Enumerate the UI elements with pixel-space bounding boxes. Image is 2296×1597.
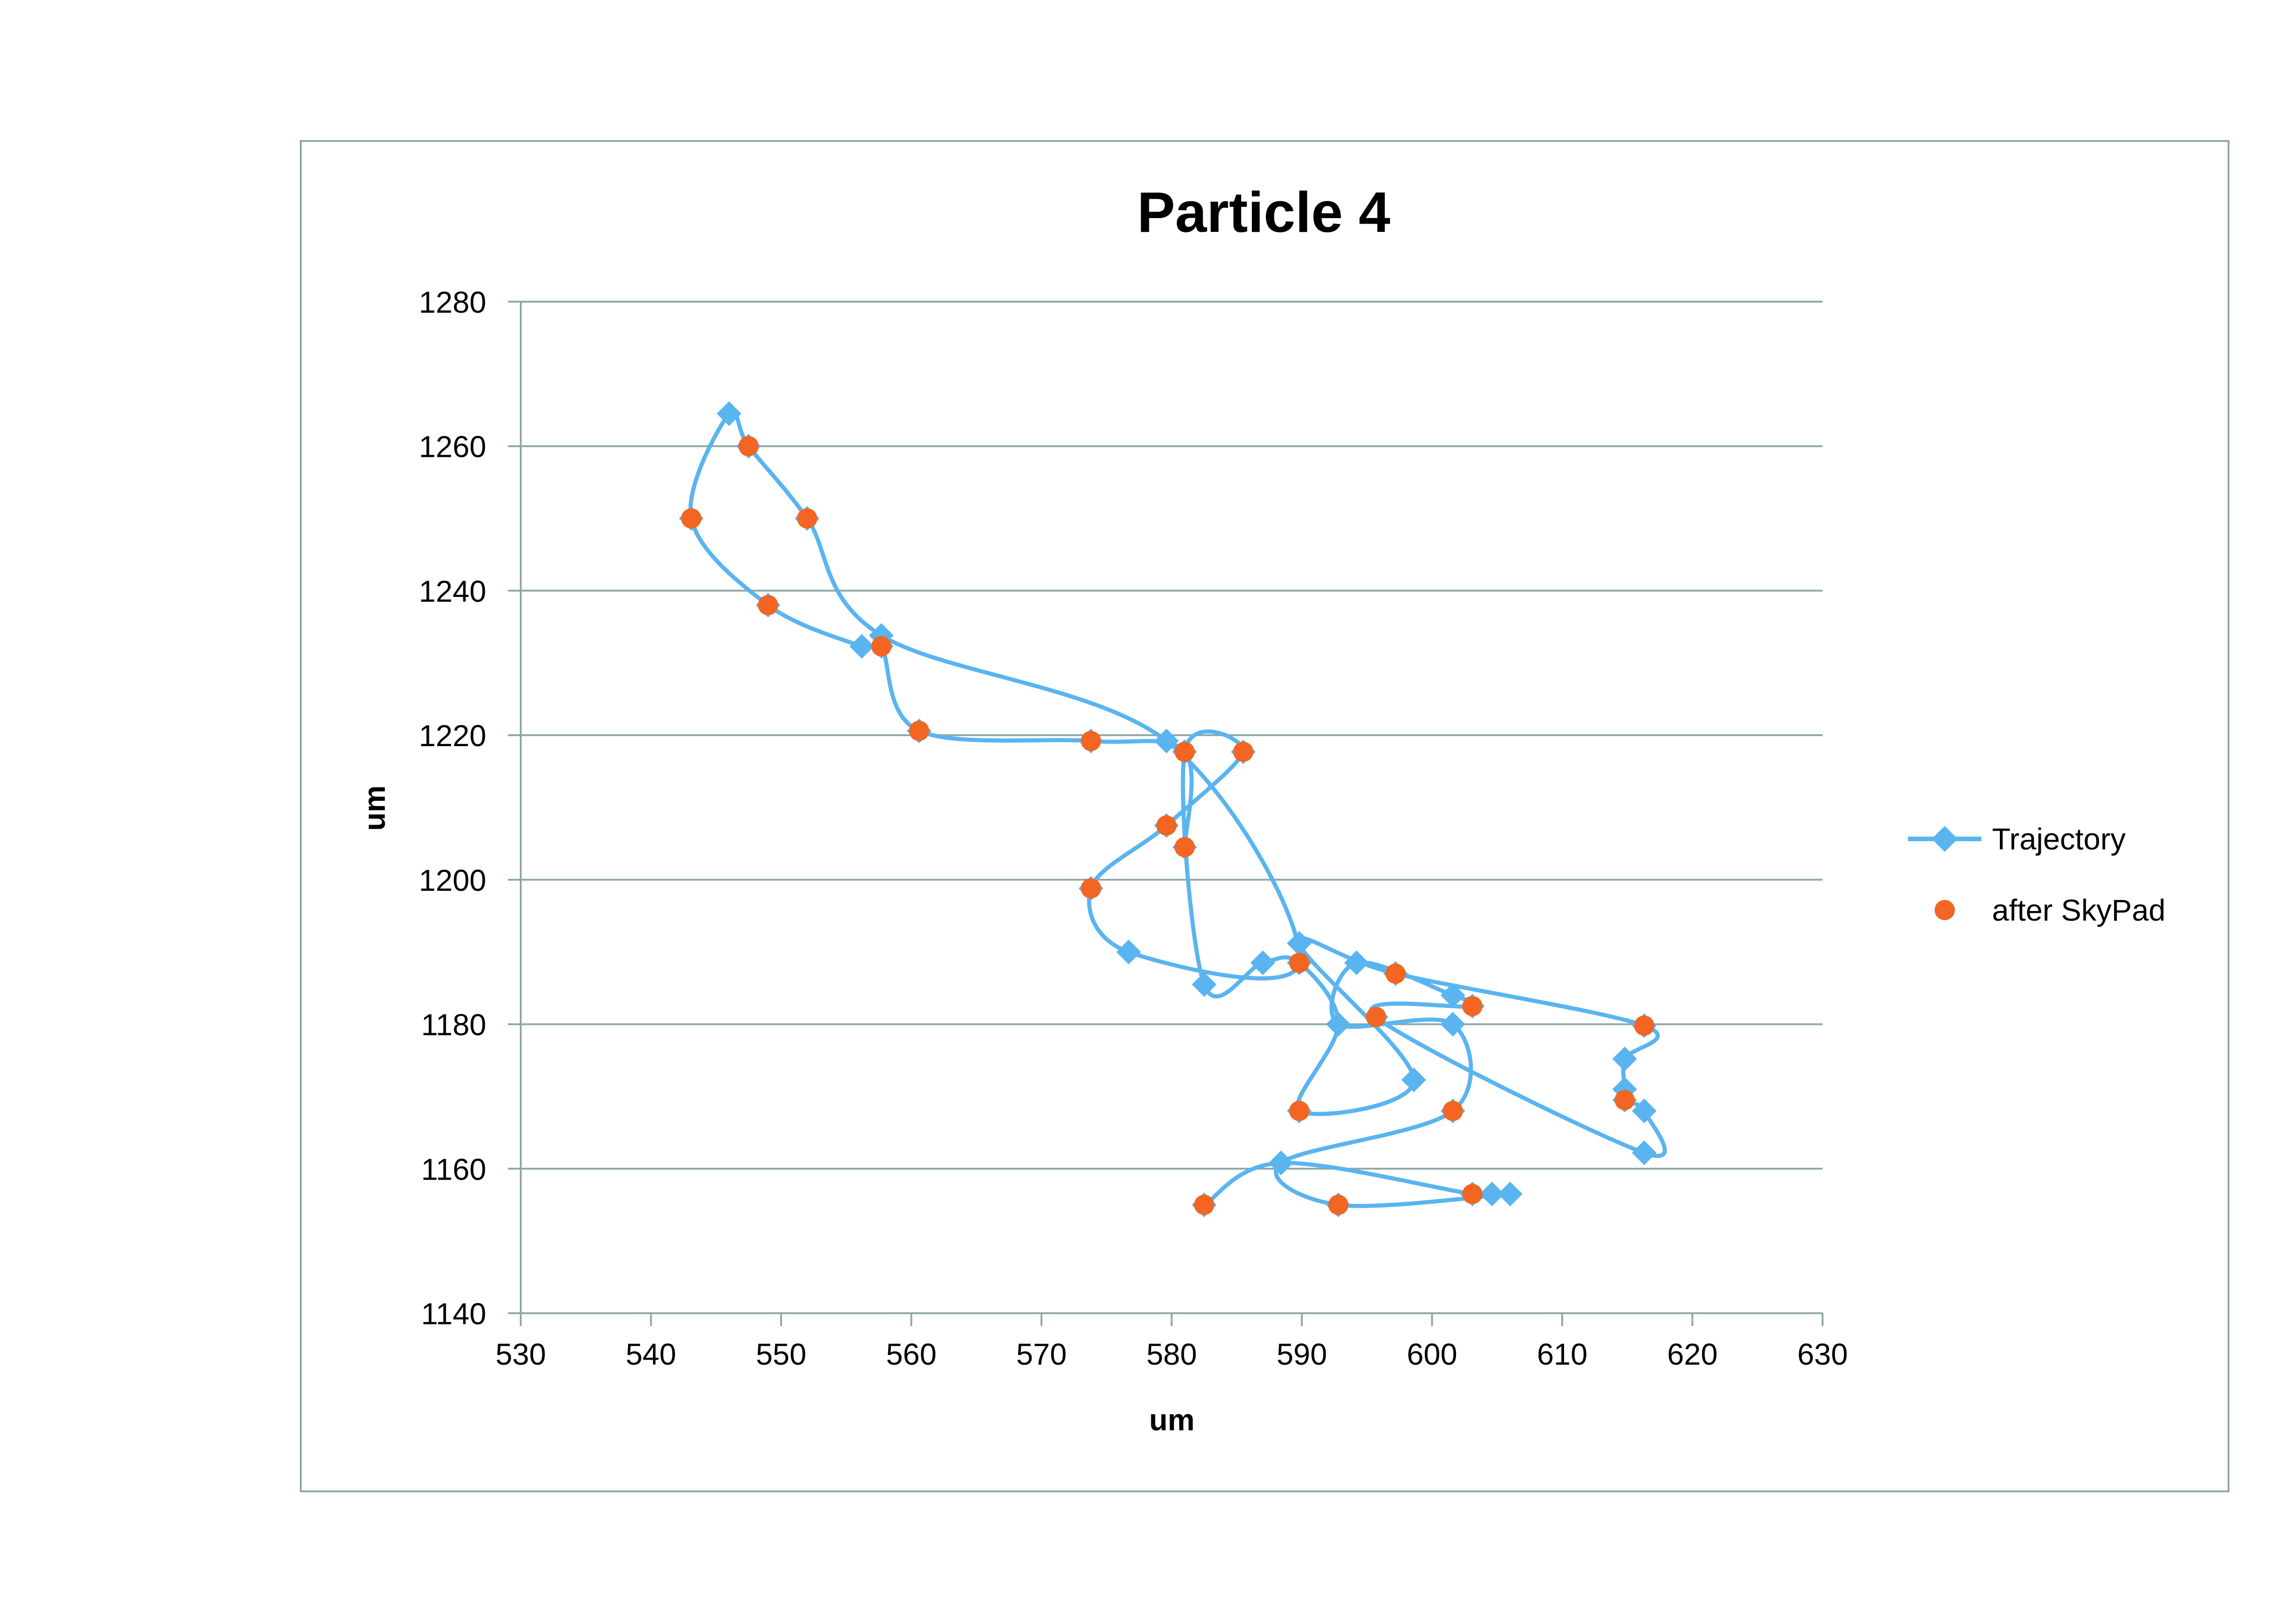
trajectory-point <box>849 634 874 659</box>
skypad-point <box>1366 1007 1386 1027</box>
skypad-point <box>1174 742 1195 762</box>
trajectory-point <box>1250 950 1275 975</box>
skypad-point <box>1289 1101 1310 1121</box>
skypad-point <box>738 436 759 456</box>
skypad-point <box>1442 1101 1463 1121</box>
y-tick-label: 1220 <box>419 719 486 753</box>
trajectory-point <box>1326 1012 1351 1037</box>
trajectory-point <box>1440 1012 1465 1037</box>
x-tick-label: 620 <box>1667 1337 1717 1371</box>
skypad-point <box>1385 963 1406 984</box>
x-tick-label: 590 <box>1277 1337 1327 1371</box>
skypad-point <box>1615 1090 1635 1110</box>
legend-skypad-marker <box>1935 900 1955 920</box>
skypad-point <box>1462 1184 1483 1204</box>
y-tick-label: 1260 <box>419 430 486 464</box>
trajectory-point <box>1154 728 1179 754</box>
legend-trajectory-label: Trajectory <box>1992 822 2126 856</box>
trajectory-point <box>1440 983 1465 1008</box>
x-tick-label: 530 <box>495 1337 546 1371</box>
trajectory-point <box>1268 1150 1294 1175</box>
x-axis-label: um <box>1149 1403 1195 1437</box>
y-tick-label: 1280 <box>419 285 486 319</box>
y-tick-labels: 1140 1160 1180 1200 1220 1240 1260 1280 <box>419 285 486 1331</box>
x-tick-label: 630 <box>1797 1337 1848 1371</box>
skypad-point <box>909 720 929 741</box>
skypad-point <box>1156 815 1177 836</box>
y-tick-label: 1160 <box>421 1152 486 1186</box>
legend-skypad-label: after SkyPad <box>1992 893 2166 927</box>
x-tick-label: 580 <box>1146 1337 1197 1371</box>
y-tick-label: 1180 <box>421 1008 486 1042</box>
trajectory-point <box>1344 950 1369 975</box>
trajectory-point <box>1612 1046 1637 1071</box>
trajectory-point <box>1192 972 1217 997</box>
x-tick-label: 550 <box>756 1337 806 1371</box>
trajectory-point <box>1287 931 1312 956</box>
x-tick-label: 600 <box>1407 1337 1457 1371</box>
skypad-point <box>1328 1194 1349 1215</box>
skypad-point <box>797 508 817 529</box>
y-tick-label: 1140 <box>421 1297 486 1331</box>
skypad-point <box>1289 952 1310 973</box>
trajectory-point <box>1116 939 1141 965</box>
x-tick-labels: 530 540 550 560 570 580 590 600 610 620 630 <box>495 1337 1848 1371</box>
skypad-point <box>1080 731 1101 751</box>
legend-item-trajectory: Trajectory <box>1908 822 2126 856</box>
trajectory-point <box>1632 1140 1657 1165</box>
y-axis-label: um <box>357 786 391 831</box>
legend-trajectory-marker <box>1931 826 1958 852</box>
trajectory-point <box>1480 1181 1504 1207</box>
x-tick-label: 540 <box>625 1337 676 1371</box>
legend-item-after-skypad: after SkyPad <box>1935 893 2166 927</box>
x-tick-label: 560 <box>886 1337 936 1371</box>
skypad-point <box>1194 1194 1215 1215</box>
skypad-point <box>758 595 778 615</box>
trajectory-point <box>1497 1181 1523 1207</box>
x-tick-label: 610 <box>1537 1337 1587 1371</box>
axes <box>508 301 1823 1326</box>
skypad-point <box>1233 742 1254 762</box>
skypad-point <box>1174 837 1195 858</box>
skypad-point <box>1462 996 1483 1017</box>
chart-border <box>300 140 2229 1492</box>
skypad-point <box>1634 1015 1654 1036</box>
skypad-point <box>1080 878 1101 899</box>
chart-title: Particle 4 <box>1137 181 1390 244</box>
trajectory-point <box>1632 1098 1657 1124</box>
series-after-skypad <box>681 436 1654 1215</box>
x-tick-label: 570 <box>1016 1337 1067 1371</box>
y-tick-label: 1200 <box>419 863 486 897</box>
legend: Trajectory after SkyPad <box>1908 822 2166 927</box>
y-tick-label: 1240 <box>419 574 486 608</box>
skypad-point <box>871 636 892 657</box>
skypad-point <box>681 508 702 529</box>
trajectory-point <box>1401 1067 1426 1092</box>
